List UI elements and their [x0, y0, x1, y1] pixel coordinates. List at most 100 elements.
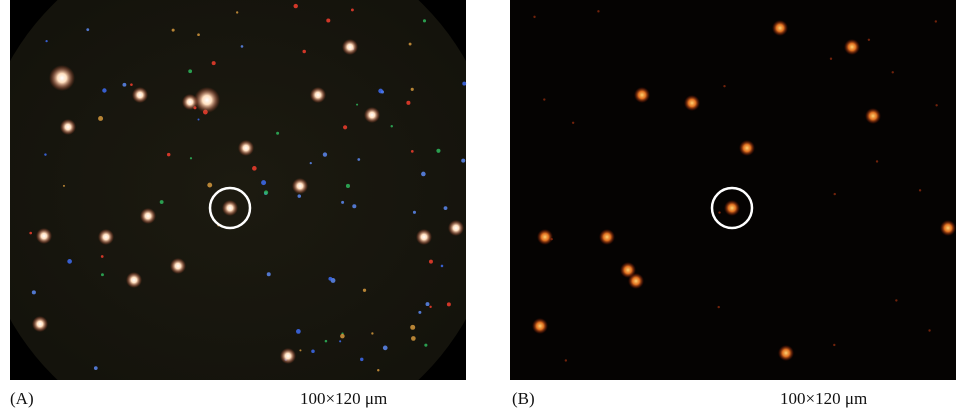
- star: [543, 98, 545, 100]
- star: [778, 345, 794, 361]
- star: [296, 329, 301, 334]
- star: [935, 20, 937, 22]
- star: [222, 200, 238, 216]
- star: [346, 184, 350, 188]
- star: [723, 85, 725, 87]
- star: [212, 61, 216, 65]
- star: [421, 172, 426, 177]
- star: [326, 18, 330, 22]
- star: [340, 334, 345, 339]
- star: [844, 39, 860, 55]
- star: [357, 158, 360, 161]
- star: [276, 132, 279, 135]
- star: [98, 229, 114, 245]
- star: [429, 260, 433, 264]
- star: [360, 358, 363, 361]
- star: [32, 316, 48, 332]
- star: [391, 125, 393, 127]
- star: [409, 43, 412, 46]
- star: [739, 140, 755, 156]
- panel-b-image: [510, 0, 956, 380]
- star: [302, 50, 305, 53]
- star: [190, 157, 192, 159]
- star: [565, 359, 567, 361]
- star: [198, 118, 200, 120]
- star: [252, 166, 257, 171]
- star: [167, 153, 170, 156]
- star: [895, 299, 897, 301]
- star: [352, 204, 356, 208]
- page: {"panels": [{"label": "(A)", "scale": "1…: [0, 0, 956, 414]
- star: [411, 336, 416, 341]
- star: [126, 272, 142, 288]
- star: [101, 255, 104, 258]
- star: [264, 190, 268, 194]
- star: [170, 258, 186, 274]
- star: [44, 153, 46, 155]
- star: [160, 200, 164, 204]
- star: [406, 101, 410, 105]
- star: [833, 344, 835, 346]
- star: [294, 4, 298, 8]
- star: [292, 178, 308, 194]
- star: [416, 229, 432, 245]
- star: [426, 302, 430, 306]
- star: [341, 201, 344, 204]
- star: [383, 346, 388, 351]
- star: [410, 325, 415, 330]
- star: [377, 369, 379, 371]
- star: [67, 259, 72, 264]
- star: [724, 200, 740, 216]
- star: [241, 45, 244, 48]
- star: [834, 193, 836, 195]
- star: [620, 262, 636, 278]
- star: [140, 208, 156, 224]
- star: [60, 119, 76, 135]
- star: [868, 39, 870, 41]
- star: [98, 116, 103, 121]
- star: [36, 228, 52, 244]
- star: [461, 159, 465, 163]
- star: [772, 20, 788, 36]
- star: [339, 340, 341, 342]
- scale-label: 100×120 μm: [300, 389, 387, 408]
- star: [429, 306, 431, 308]
- star: [238, 140, 254, 156]
- star: [310, 87, 326, 103]
- star: [599, 229, 615, 245]
- star: [551, 238, 553, 240]
- star: [940, 220, 956, 236]
- star: [122, 83, 126, 87]
- star: [447, 302, 451, 306]
- scale-label: 100×120 μm: [780, 389, 867, 408]
- star: [323, 152, 327, 156]
- star: [444, 206, 448, 210]
- star: [537, 229, 553, 245]
- star: [572, 122, 574, 124]
- star: [436, 149, 440, 153]
- star: [364, 107, 380, 123]
- star: [718, 211, 720, 213]
- star: [267, 272, 271, 276]
- star: [63, 185, 65, 187]
- star: [356, 104, 358, 106]
- star: [172, 29, 175, 32]
- star: [130, 83, 133, 86]
- star: [441, 265, 444, 268]
- star: [935, 104, 937, 106]
- star: [197, 33, 200, 36]
- star: [830, 58, 832, 60]
- star: [328, 277, 332, 281]
- star: [280, 348, 296, 364]
- star: [94, 366, 98, 370]
- star: [194, 87, 220, 113]
- star: [132, 87, 148, 103]
- star: [876, 160, 878, 162]
- star: [919, 189, 921, 191]
- star: [207, 183, 212, 188]
- star: [363, 289, 366, 292]
- star: [32, 290, 36, 294]
- star: [532, 318, 548, 334]
- panel-label: (A): [10, 389, 34, 408]
- star: [311, 349, 315, 353]
